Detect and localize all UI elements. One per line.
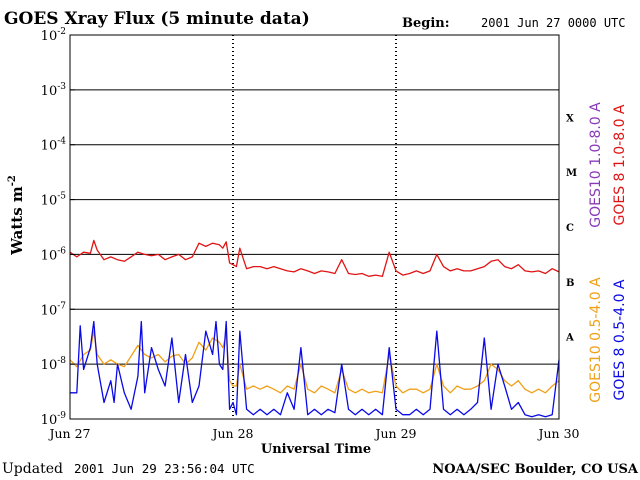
flare-class-label: A	[565, 333, 574, 344]
series-line	[69, 239, 560, 277]
legend-entry: GOES10 1.0-8.0 A	[588, 102, 604, 228]
y-tick-label: 10-4	[41, 137, 67, 154]
x-axis-label: Universal Time	[261, 442, 371, 457]
legend: GOES10 1.0-8.0 A GOES 8 1.0-8.0 A GOES10 0…	[588, 102, 628, 403]
flare-class-label: B	[566, 278, 574, 289]
begin-value: 2001 Jun 27 0000 UTC	[481, 16, 626, 30]
updated-value: 2001 Jun 29 23:56:04 UTC	[74, 461, 255, 476]
y-axis-label-text: Watts m	[8, 186, 26, 256]
y-tick-label: 10-6	[41, 246, 67, 263]
x-tick-label: Jun 30	[537, 426, 580, 441]
y-tick-label: 10-2	[41, 27, 66, 44]
flare-class-label: X	[566, 113, 574, 124]
legend-entry: GOES 8 1.0-8.0 A	[612, 104, 628, 225]
legend-entry: GOES10 0.5-4.0 A	[588, 277, 604, 403]
x-tick-label: Jun 27	[48, 426, 91, 441]
updated-label: Updated	[2, 461, 63, 477]
y-axis-label-exp: -2	[7, 175, 18, 186]
flare-class-label: C	[566, 223, 574, 234]
y-tick-label: 10-9	[41, 411, 67, 428]
grid-lines	[70, 89, 559, 365]
y-axis-label: Watts m-2	[7, 175, 26, 256]
y-tick-label: 10-3	[41, 82, 67, 99]
flare-class-labels: X M C B A	[565, 113, 577, 343]
y-tick-labels: 10-2 10-3 10-4 10-5 10-6 10-7 10-8 10-9	[41, 27, 75, 428]
series-lines	[69, 239, 560, 418]
y-tick-label: 10-5	[41, 192, 67, 209]
chart-title: GOES Xray Flux (5 minute data)	[4, 9, 310, 29]
series-line	[69, 330, 560, 394]
series-line	[70, 320, 560, 418]
svg-text:Watts m-2: Watts m-2	[7, 175, 26, 256]
legend-entry: GOES 8 0.5-4.0 A	[612, 279, 628, 400]
x-tick-label: Jun 28	[211, 426, 254, 441]
flare-class-label: M	[566, 168, 577, 179]
x-tick-label: Jun 29	[374, 426, 417, 441]
y-tick-label: 10-8	[41, 356, 67, 373]
begin-label: Begin:	[402, 16, 450, 31]
y-tick-label: 10-7	[41, 301, 67, 318]
credit-text: NOAA/SEC Boulder, CO USA	[432, 462, 639, 477]
day-markers	[232, 35, 397, 419]
plot-frame	[69, 34, 560, 420]
x-tick-labels: Jun 27 Jun 28 Jun 29 Jun 30	[48, 426, 580, 441]
